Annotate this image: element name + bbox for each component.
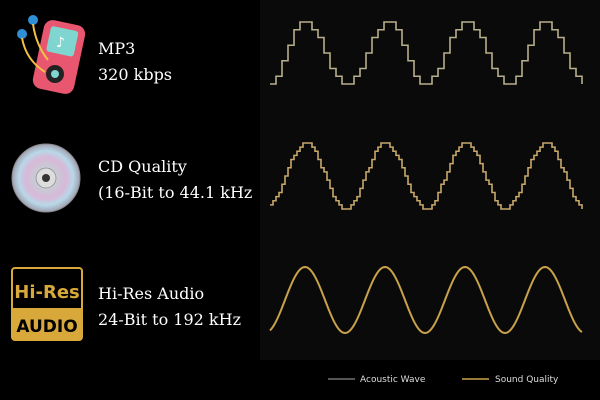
row-title: Hi-Res Audio bbox=[98, 284, 204, 303]
row-title: MP3 bbox=[98, 39, 135, 58]
mp3-icon: ♪ bbox=[17, 15, 86, 94]
row-subtitle: 320 kbps bbox=[98, 65, 172, 84]
wave bbox=[269, 265, 583, 335]
badge-top: Hi-Res bbox=[14, 282, 80, 303]
hires-badge: Hi-Res AUDIO bbox=[11, 267, 83, 341]
wave bbox=[270, 142, 583, 210]
legend-label: Sound Quality bbox=[495, 375, 559, 385]
legend-label: Acoustic Wave bbox=[360, 375, 426, 385]
wave-panel bbox=[260, 0, 600, 360]
svg-text:♪: ♪ bbox=[56, 35, 65, 51]
wave bbox=[270, 21, 583, 85]
cd-icon bbox=[11, 143, 81, 213]
badge-bottom: AUDIO bbox=[16, 317, 77, 337]
row-subtitle: 24-Bit to 192 kHz bbox=[98, 310, 241, 329]
row-subtitle: (16-Bit to 44.1 kHz bbox=[98, 183, 252, 202]
row-title: CD Quality bbox=[98, 157, 187, 176]
